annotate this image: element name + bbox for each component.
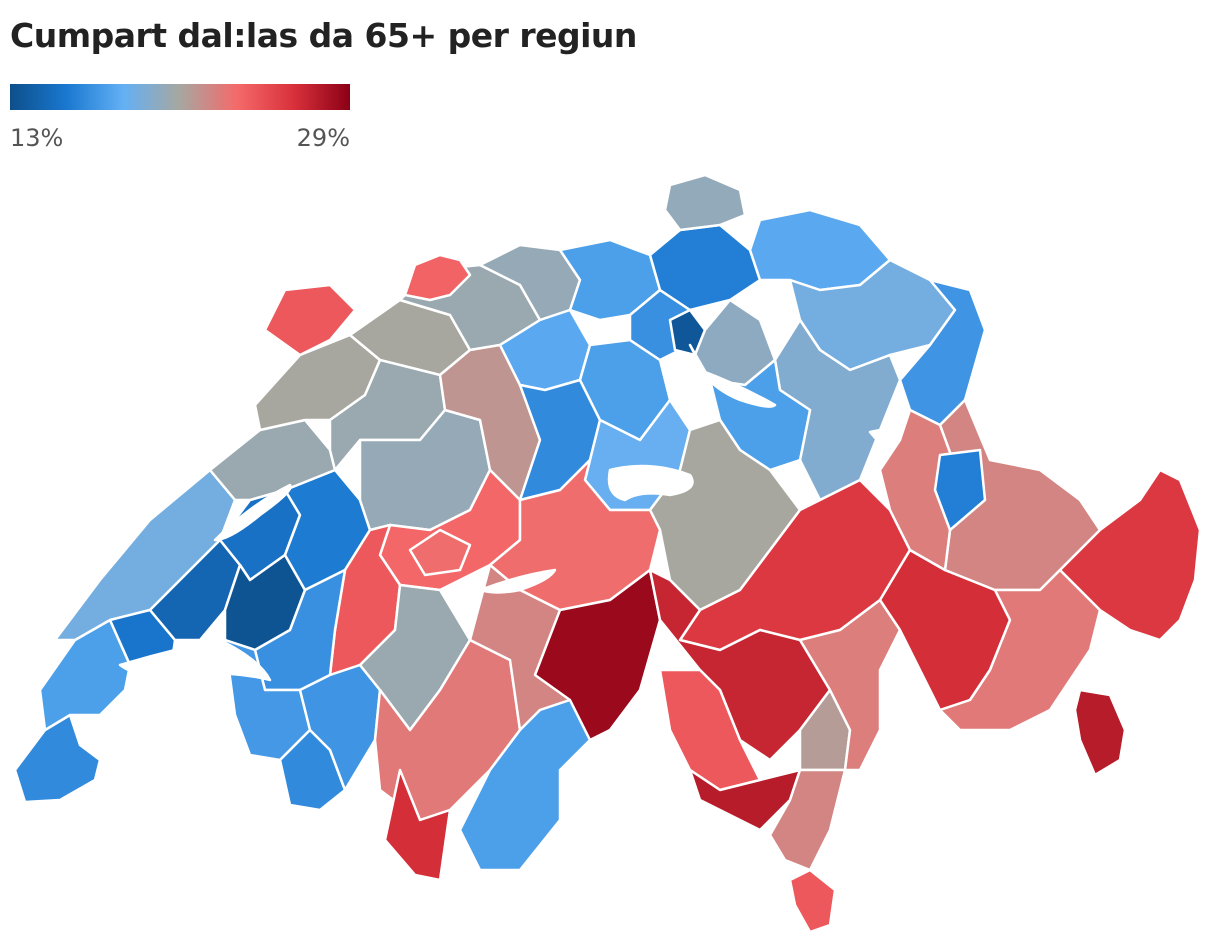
region-basel (403, 253, 472, 302)
lake-lucerne (607, 464, 694, 502)
lake-constance (868, 426, 897, 440)
region-herens (383, 768, 452, 882)
lake-neuchatel (213, 483, 292, 542)
region-valposchiavo (1073, 688, 1127, 777)
region-geneva (13, 713, 102, 804)
region-lugano (768, 768, 847, 872)
legend-max-label: 29% (296, 124, 350, 152)
region-porrentruy (263, 283, 357, 357)
region-mendrisio (788, 868, 837, 934)
lake-zurich (698, 368, 777, 408)
lake-geneva (118, 638, 272, 682)
map-title: Cumpart dal:las da 65+ per regiun (10, 16, 637, 55)
lake-thun (478, 568, 557, 594)
legend-gradient-bar (10, 84, 350, 110)
color-legend: 13% 29% (10, 84, 350, 154)
switzerland-choropleth-map (13, 173, 1202, 934)
region-goms (533, 568, 662, 742)
region-oberhasli (408, 528, 472, 577)
region-sarganserland (933, 448, 987, 532)
legend-min-label: 13% (10, 124, 64, 152)
region-schaffhausen (663, 173, 747, 232)
region-visp (458, 698, 592, 872)
region-engadin (1058, 468, 1202, 642)
